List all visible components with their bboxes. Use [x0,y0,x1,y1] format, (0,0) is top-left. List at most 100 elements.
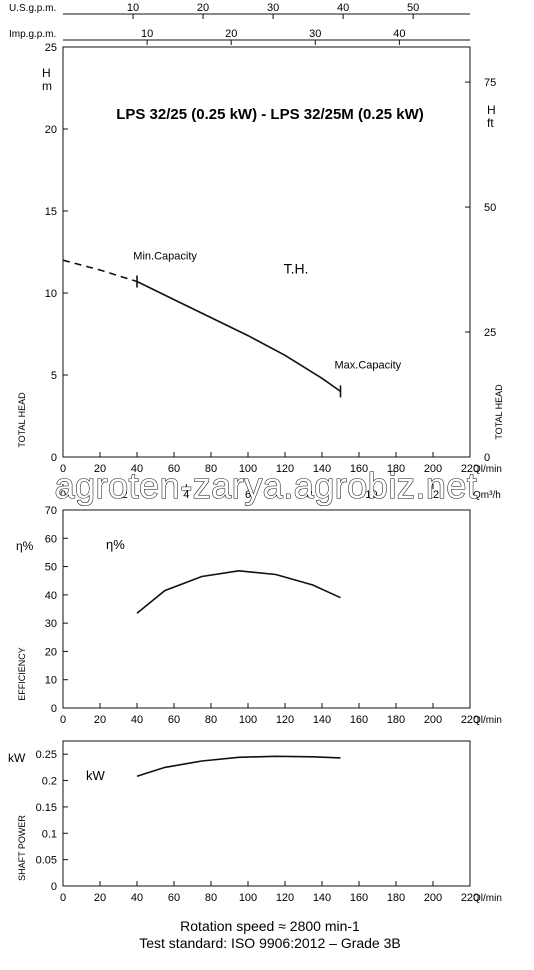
head-right-unit-label: ft [487,116,494,130]
power-x-tick-label: 20 [94,892,106,904]
power-x-tick-label: 80 [205,892,217,904]
head-y-tick-label: 5 [51,370,57,382]
us-gpm-tick-label: 40 [337,2,349,14]
power-y-tick-label: 0 [51,881,57,893]
head-x2-tick-label: 0 [60,489,66,501]
power-x-tick-label: 200 [424,892,442,904]
efficiency-y-tick-label: 50 [45,562,57,574]
head-x-tick-label: 80 [205,463,217,475]
head-x2-tick-label: 12 [427,489,439,501]
head-right-y-tick-label: 25 [484,327,496,339]
chart-title: LPS 32/25 (0.25 kW) - LPS 32/25M (0.25 k… [116,106,424,123]
power-plot-frame [62,740,471,887]
imp-gpm-tick-label: 10 [141,28,153,40]
efficiency-x-tick-label: 140 [313,714,331,726]
efficiency-y-tick-label: 0 [51,703,57,715]
head-x-tick-label: 100 [239,463,257,475]
efficiency-y-tick-label: 60 [45,533,57,545]
us-gpm-tick-label: 10 [127,2,139,14]
efficiency-plot-frame [62,509,471,709]
head-right-unit-label: H [487,103,496,117]
power-y-tick-label: 0.2 [42,776,57,788]
head-x-tick-label: 160 [350,463,368,475]
head-x2-tick-label: 10 [365,489,377,501]
power-x-tick-label: 100 [239,892,257,904]
head-right-y-tick-label: 50 [484,202,496,214]
head-series-line [136,280,341,393]
head-x-tick-label: 40 [131,463,143,475]
efficiency-x-tick-label: 120 [276,714,294,726]
efficiency-x-tick-label: 200 [424,714,442,726]
efficiency-x-tick-label: 60 [168,714,180,726]
efficiency-y-tick-label: 40 [45,590,57,602]
head-plot-frame [62,46,471,458]
curve-label-th: T.H. [284,260,309,276]
top-flow-scales: U.S.g.p.m. Imp.g.p.m. 10 20 30 40 50 10 20 30 40 [9,2,470,45]
head-right-y-tick-label: 0 [484,452,490,464]
efficiency-x-tick-label: 80 [205,714,217,726]
us-gpm-tick-label: 50 [407,2,419,14]
us-gpm-tick-label: 20 [197,2,209,14]
watermark-text: agroten-zarya.agrobiz.net [55,465,478,506]
imp-gpm-tick-label: 30 [309,28,321,40]
power-x-tick-label: 0 [60,892,66,904]
head-x-tick-label: 0 [60,463,66,475]
power-x-tick-label: 60 [168,892,180,904]
head-x-tick-label: 200 [424,463,442,475]
us-gpm-label: U.S.g.p.m. [9,3,56,14]
power-x-tick-label: 180 [387,892,405,904]
head-x2-axis-label: Qm³/h [473,490,501,501]
efficiency-y-tick-label: 20 [45,646,57,658]
power-y-axis-title: SHAFT POWER [17,815,27,881]
imp-gpm-tick-label: 20 [225,28,237,40]
head-y-tick-label: 25 [45,42,57,54]
imp-gpm-tick-label: 40 [393,28,405,40]
efficiency-series-label: η% [106,537,125,552]
power-y-tick-label: 0.1 [42,828,57,840]
power-series-line [136,755,341,778]
efficiency-y-tick-label: 70 [45,505,57,517]
head-y-tick-label: 15 [45,206,57,218]
min-capacity-label: Min.Capacity [133,250,197,262]
power-x-axis-label: Ql/min [473,893,502,904]
efficiency-x-tick-label: 220 [461,714,479,726]
head-x2-tick-label: 2 [122,489,128,501]
head-y-tick-label: 10 [45,288,57,300]
us-gpm-tick-label: 30 [267,2,279,14]
head-x2-tick-label: 6 [245,489,251,501]
power-series-label: kW [86,768,106,783]
head-y-unit-label: H [42,66,51,80]
head-dashed-extension [62,259,138,283]
head-x-tick-label: 120 [276,463,294,475]
head-y-tick-label: 20 [45,124,57,136]
head-x-tick-label: 220 [461,463,479,475]
power-y-tick-label: 0.25 [36,749,57,761]
power-x-tick-label: 40 [131,892,143,904]
efficiency-x-tick-label: 0 [60,714,66,726]
head-x-axis-label: Ql/min [473,464,502,475]
head-x-tick-label: 180 [387,463,405,475]
footer-rotation-speed: Rotation speed ≈ 2800 min-1 [180,918,360,934]
efficiency-x-axis-label: Ql/min [473,715,502,726]
imp-gpm-label: Imp.g.p.m. [9,29,56,40]
head-x2-tick-label: 8 [307,489,313,501]
power-x-tick-label: 220 [461,892,479,904]
power-y-tick-label: 0.15 [36,802,57,814]
power-x-tick-label: 160 [350,892,368,904]
head-right-y-tick-label: 75 [484,77,496,89]
efficiency-x-tick-label: 100 [239,714,257,726]
head-x-tick-label: 60 [168,463,180,475]
efficiency-y-axis-title: EFFICIENCY [17,647,27,701]
head-y-axis-title: TOTAL HEAD [17,392,27,448]
max-capacity-label: Max.Capacity [335,359,402,371]
efficiency-y-tick-label: 30 [45,618,57,630]
power-y-tick-label: 0.05 [36,855,57,867]
efficiency-y-tick-label: 10 [45,675,57,687]
efficiency-y-unit-label: η% [16,539,34,553]
efficiency-x-tick-label: 20 [94,714,106,726]
head-x2-tick-label: 4 [183,489,189,501]
head-x-tick-label: 140 [313,463,331,475]
